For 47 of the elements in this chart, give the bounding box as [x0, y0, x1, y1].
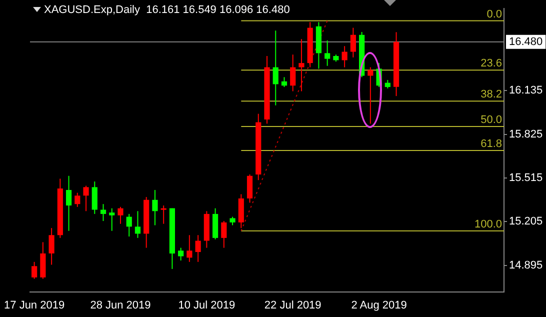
candlestick	[40, 242, 46, 280]
x-tick-label: 17 Jun 2019	[4, 299, 65, 312]
candlestick	[298, 38, 304, 92]
candlestick	[92, 181, 98, 214]
x-tick-label: 2 Aug 2019	[351, 299, 407, 312]
candlestick	[118, 206, 124, 224]
y-tick-label: 14.895	[509, 259, 543, 272]
candlestick	[324, 40, 330, 66]
candlestick	[368, 66, 374, 124]
candlestick	[100, 204, 106, 222]
annotation: 50.0	[480, 114, 502, 126]
y-tick-label: 15.205	[509, 216, 543, 228]
x-tick-label: 22 Jul 2019	[264, 299, 322, 312]
annotation: 100.0	[474, 218, 502, 230]
candlestick	[272, 30, 278, 106]
candlestick	[152, 189, 158, 226]
candlestick	[246, 174, 253, 204]
candlestick	[350, 27, 356, 58]
annotation: 0.0	[486, 8, 502, 20]
candlestick	[66, 175, 72, 232]
candlestick	[32, 261, 38, 280]
y-tick-label: 15.825	[509, 128, 543, 140]
annotation: 38.2	[480, 88, 502, 101]
candlestick	[178, 247, 184, 261]
candlestick	[109, 208, 115, 232]
candlestick	[290, 54, 296, 92]
candlestick	[134, 210, 141, 238]
candlestick	[74, 192, 80, 208]
candlestick	[195, 234, 201, 262]
candlestick	[212, 208, 218, 240]
candlestick	[238, 194, 244, 229]
candlestick	[126, 213, 132, 238]
candlestick	[48, 228, 54, 266]
candlestick	[281, 76, 288, 88]
y-tick-label: 16.135	[509, 84, 543, 97]
chart-title: XAGUSD.Exp,Daily 16.161 16.549 16.096 16.480	[44, 4, 290, 16]
candlestick	[160, 204, 166, 224]
candlestick	[186, 234, 192, 262]
y-tick-label: 15.515	[509, 172, 543, 184]
annotation: 23.6	[480, 58, 502, 70]
x-tick-label: 10 Jul 2019	[178, 299, 236, 312]
candlestick	[83, 185, 89, 212]
candlestick	[342, 46, 348, 68]
candlestick	[221, 220, 227, 248]
x-tick-label: 28 Jun 2019	[90, 299, 151, 312]
ref-line-label: 16.480	[509, 36, 543, 48]
annotation: 61.8	[480, 138, 502, 150]
